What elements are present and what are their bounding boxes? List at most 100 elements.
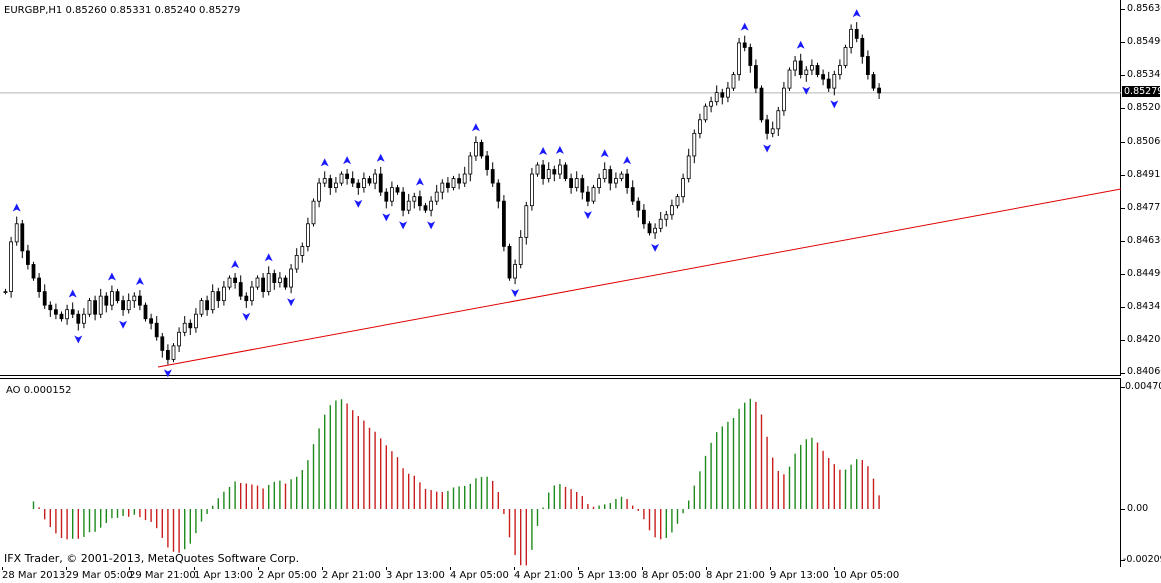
candle-body xyxy=(143,304,148,320)
candle-body xyxy=(849,28,853,48)
ao-scale: 0.004705 0.00 -0.002094 xyxy=(1121,378,1161,567)
candle-body xyxy=(608,169,613,184)
candle-body xyxy=(591,187,596,202)
candle-body xyxy=(115,291,120,302)
candle-body xyxy=(574,178,579,189)
price-chart-panel[interactable] xyxy=(0,0,1121,376)
candle-body xyxy=(205,300,210,311)
candle-body xyxy=(31,264,36,279)
candle-body xyxy=(188,322,193,329)
fractal-up-arrow-icon xyxy=(320,158,329,167)
fractal-up-arrow-icon xyxy=(135,277,144,286)
ao-tick: 0.00 xyxy=(1127,503,1149,514)
candle-body xyxy=(854,28,859,39)
candle-body xyxy=(541,164,545,179)
fractal-down-arrow-icon xyxy=(427,221,436,230)
candle-body xyxy=(468,155,473,175)
candle-body xyxy=(305,223,310,247)
candle-body xyxy=(586,191,590,202)
candle-body xyxy=(373,173,378,184)
candle-body xyxy=(401,191,406,211)
candle-body xyxy=(754,65,758,89)
time-tick-label: 9 Apr 13:00 xyxy=(770,570,829,581)
fractal-up-arrow-icon xyxy=(343,156,352,165)
candle-body xyxy=(361,178,366,189)
candle-body xyxy=(182,322,187,333)
candle-body xyxy=(87,300,92,315)
price-tick: 0.84345 xyxy=(1127,301,1161,312)
candle-body xyxy=(507,245,512,279)
candle-body xyxy=(843,47,848,66)
candle-body xyxy=(787,69,792,89)
candle-body xyxy=(20,223,25,252)
candle-body xyxy=(59,313,64,320)
candle-body xyxy=(614,178,618,184)
candle-body xyxy=(311,200,316,225)
candle-body xyxy=(65,309,69,320)
candle-body xyxy=(877,87,881,94)
ao-tick: 0.004705 xyxy=(1125,381,1161,392)
fractal-up-arrow-icon xyxy=(264,253,273,262)
fractal-down-arrow-icon xyxy=(74,335,83,344)
time-tick-label: 2 Apr 05:00 xyxy=(258,570,317,581)
candle-body xyxy=(580,178,585,193)
candle-body xyxy=(485,155,490,170)
fractal-up-arrow-icon xyxy=(107,272,116,281)
candle-body xyxy=(249,286,254,302)
candle-body xyxy=(759,87,764,121)
candle-body xyxy=(277,277,282,283)
fractal-up-arrow-icon xyxy=(852,9,861,18)
fractal-up-arrow-icon xyxy=(796,40,805,49)
fractal-down-arrow-icon xyxy=(354,199,363,208)
candle-body xyxy=(658,218,663,229)
candle-body xyxy=(389,187,394,202)
candle-body xyxy=(535,164,540,175)
candle-body xyxy=(339,173,344,184)
candle-body xyxy=(826,78,831,89)
candle-body xyxy=(272,273,277,283)
candle-body xyxy=(776,110,781,130)
fractal-up-arrow-icon xyxy=(740,22,749,31)
candle-body xyxy=(597,178,601,189)
candle-body xyxy=(479,141,484,157)
candle-body xyxy=(356,182,361,189)
candle-body xyxy=(457,178,462,184)
fractal-up-arrow-icon xyxy=(415,177,424,186)
candle-body xyxy=(137,295,142,306)
candle-body xyxy=(686,155,691,179)
candle-body xyxy=(193,313,198,329)
candle-body xyxy=(832,74,837,89)
candle-body xyxy=(406,200,411,211)
candle-body xyxy=(367,178,372,184)
candle-body xyxy=(412,196,417,202)
fractal-down-arrow-icon xyxy=(287,298,296,307)
candle-body xyxy=(395,187,400,193)
time-axis: 28 Mar 2013 29 Mar 05:00 29 Mar 21:00 1 … xyxy=(0,567,1161,583)
candle-body xyxy=(300,245,305,256)
candle-body xyxy=(513,264,517,279)
candle-body xyxy=(810,65,814,71)
candle-body xyxy=(244,295,249,302)
fractal-up-arrow-icon xyxy=(376,153,385,162)
candle-body xyxy=(815,65,820,75)
candle-body xyxy=(171,345,176,360)
candle-body xyxy=(871,74,876,89)
time-tick-label: 3 Apr 13:00 xyxy=(386,570,445,581)
fractal-up-arrow-icon xyxy=(555,145,564,154)
candle-body xyxy=(681,178,685,198)
candle-body xyxy=(266,273,271,293)
candle-body xyxy=(317,182,322,202)
candle-body xyxy=(518,236,523,265)
time-tick-label: 29 Mar 21:00 xyxy=(129,570,196,581)
candle-body xyxy=(3,291,8,294)
fractal-down-arrow-icon xyxy=(382,213,391,222)
candle-body xyxy=(93,300,97,315)
candle-body xyxy=(664,214,669,220)
candle-body xyxy=(653,227,657,234)
copyright-notice: IFX Trader, © 2001-2013, MetaQuotes Soft… xyxy=(4,552,300,565)
awesome-oscillator-panel[interactable] xyxy=(0,378,1121,567)
fractal-up-arrow-icon xyxy=(231,260,240,269)
